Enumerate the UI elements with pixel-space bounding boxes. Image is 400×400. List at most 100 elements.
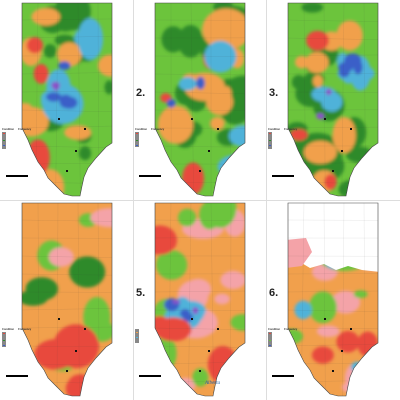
map-panel-6: 6. Condition Frequency	[266, 200, 399, 400]
map-legend	[135, 328, 193, 348]
legend-item	[2, 134, 14, 137]
legend-frequency-label	[144, 345, 145, 348]
city-marker	[332, 370, 334, 372]
province-map-4	[21, 202, 113, 397]
region-below	[97, 54, 112, 77]
legend-swatch	[2, 339, 6, 342]
region-extreme	[192, 307, 199, 315]
legend-item	[268, 344, 280, 347]
legend-item	[268, 134, 280, 137]
legend-swatch	[135, 333, 139, 337]
province-outline	[287, 202, 379, 397]
region-normal	[156, 250, 188, 280]
map-panel-5: 5. Alberta	[133, 200, 266, 400]
legend-swatch	[135, 329, 139, 332]
legend-swatch	[135, 136, 139, 140]
map-panel-4: Condition Frequency	[0, 200, 133, 400]
panel-number: 5.	[136, 287, 146, 299]
legend-condition-header: Condition	[2, 328, 15, 331]
region-above	[104, 80, 112, 95]
scale-bar	[272, 375, 294, 377]
scale-bar	[139, 175, 161, 177]
region-below	[57, 42, 82, 67]
legend-item	[135, 333, 140, 337]
legend-item	[135, 139, 147, 142]
region-very-low	[86, 372, 108, 394]
region-low	[214, 293, 230, 305]
region-low	[185, 278, 212, 300]
legend-item	[135, 338, 140, 341]
region-low	[341, 381, 368, 394]
region-above	[50, 3, 81, 32]
region-very-low	[184, 165, 201, 187]
legend-item	[268, 334, 280, 337]
city-marker	[199, 170, 201, 172]
region-below	[312, 74, 323, 88]
legend-swatch	[2, 134, 6, 137]
region-low	[176, 377, 195, 394]
region-below	[202, 8, 245, 51]
map-legend: Condition Frequency	[2, 128, 60, 155]
legend-frequency-label	[151, 148, 164, 151]
map-panel-3: 3. Condition Frequency	[266, 0, 399, 200]
province-map-3	[287, 2, 379, 197]
legend-item	[2, 341, 14, 345]
legend-item	[135, 144, 147, 147]
region-very-low	[290, 129, 308, 141]
legend-condition-header: Condition	[268, 328, 281, 331]
city-marker	[341, 350, 343, 352]
legend-swatch	[135, 141, 139, 145]
legend-item	[135, 340, 140, 344]
scale-bar	[139, 375, 161, 377]
region-extreme	[316, 113, 325, 120]
region-low	[220, 270, 245, 290]
legend-frequency-label	[18, 151, 31, 154]
legend-swatch	[135, 336, 139, 339]
legend-swatch	[268, 132, 272, 135]
city-marker	[199, 370, 201, 372]
legend-swatch	[268, 134, 272, 137]
city-marker	[217, 128, 219, 130]
city-marker	[341, 150, 343, 152]
legend-swatch	[2, 132, 6, 135]
legend-item	[135, 336, 140, 339]
region-high	[312, 89, 328, 97]
legend-item	[268, 332, 280, 335]
city-marker	[332, 170, 334, 172]
map-panel-1: Condition Frequency	[0, 0, 133, 200]
region-extreme	[172, 299, 181, 304]
legend-item	[268, 146, 280, 149]
legend-frequency-header: Frequency	[18, 328, 32, 331]
region-normal	[199, 203, 221, 230]
region-normal	[309, 291, 337, 324]
region-very-high	[179, 309, 191, 318]
legend-swatch	[2, 344, 6, 347]
region-below	[220, 86, 232, 101]
legend-swatch	[2, 139, 6, 142]
legend-condition-header: Condition	[135, 128, 148, 131]
region-very-low	[155, 225, 177, 255]
region-very-low	[324, 174, 337, 190]
region-high	[74, 30, 84, 45]
legend-item	[135, 132, 147, 135]
legend-item	[268, 136, 280, 140]
region-normal	[221, 378, 245, 396]
region-very-low	[26, 37, 43, 54]
legend-swatch	[268, 332, 272, 335]
legend-swatch	[2, 334, 6, 337]
city-marker	[208, 150, 210, 152]
legend-item	[268, 341, 280, 345]
region-below	[157, 105, 194, 144]
legend-swatch	[268, 136, 272, 140]
legend-item	[135, 134, 147, 137]
legend-swatch	[2, 146, 6, 149]
legend-frequency-header: Frequency	[18, 128, 32, 131]
panel-divider	[0, 200, 400, 201]
region-very-high	[58, 61, 71, 70]
region-low	[22, 377, 39, 393]
region-very-low	[306, 30, 329, 51]
legend-swatch	[135, 132, 139, 135]
legend-swatch	[268, 146, 272, 149]
province-outline	[154, 2, 246, 197]
map-legend: Condition Frequency	[268, 328, 326, 351]
